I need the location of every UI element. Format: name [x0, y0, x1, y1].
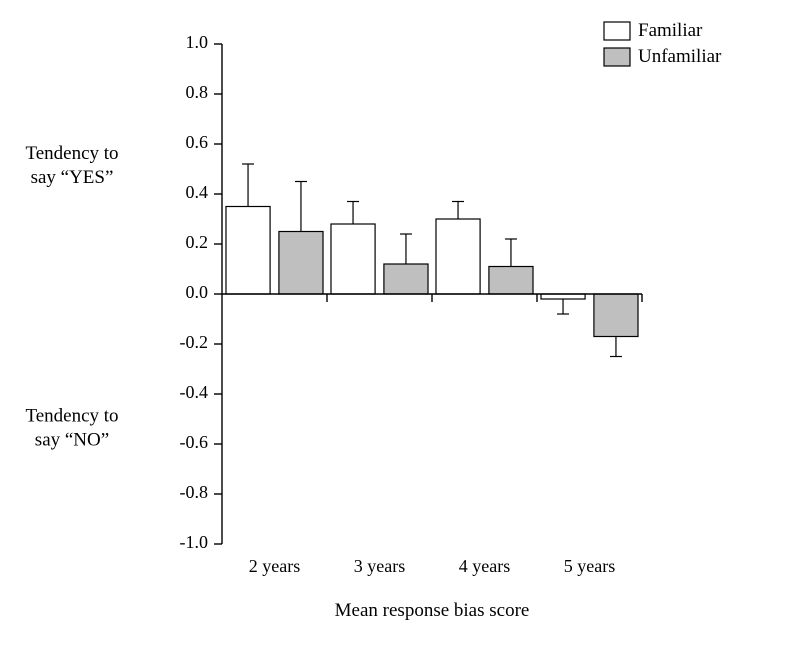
y-axis-upper-label: Tendency to — [25, 143, 118, 164]
x-category-label: 4 years — [459, 556, 510, 576]
y-tick-label: -0.6 — [180, 432, 209, 452]
y-tick-label: -1.0 — [180, 532, 209, 552]
x-axis-title: Mean response bias score — [335, 600, 530, 621]
chart-svg: -1.0 -0.8 -0.6 -0.4 -0.2 0.0 0.2 0.4 0.6 0.8 1.0 2 … — [0, 0, 800, 654]
y-tick-label: -0.4 — [180, 382, 209, 402]
y-tick-label: 0.8 — [186, 82, 209, 102]
y-tick-label: 0.0 — [186, 282, 209, 302]
legend-swatch — [604, 48, 630, 66]
bar — [489, 267, 533, 295]
y-tick-label: 0.4 — [186, 182, 209, 202]
legend-label: Familiar — [638, 20, 703, 41]
chart-container: -1.0 -0.8 -0.6 -0.4 -0.2 0.0 0.2 0.4 0.6 0.8 1.0 2 … — [0, 0, 800, 654]
bar — [594, 294, 638, 337]
x-category-label: 2 years — [249, 556, 300, 576]
legend-swatch — [604, 22, 630, 40]
bar — [331, 224, 375, 294]
y-tick-label: 0.2 — [186, 232, 209, 252]
x-category-label: 3 years — [354, 556, 405, 576]
bar — [436, 219, 480, 294]
bar — [226, 207, 270, 295]
y-axis-lower-label: Tendency to — [25, 406, 118, 427]
y-tick-label: 0.6 — [186, 132, 209, 152]
legend-label: Unfamiliar — [638, 46, 722, 67]
bar — [541, 294, 585, 299]
y-axis-upper-label: say “YES” — [31, 167, 114, 188]
y-axis-lower-label: say “NO” — [35, 430, 109, 451]
x-category-label: 5 years — [564, 556, 615, 576]
bar — [384, 264, 428, 294]
y-tick-label: 1.0 — [186, 32, 209, 52]
y-tick-label: -0.2 — [180, 332, 209, 352]
bar — [279, 232, 323, 295]
y-tick-label: -0.8 — [180, 482, 209, 502]
